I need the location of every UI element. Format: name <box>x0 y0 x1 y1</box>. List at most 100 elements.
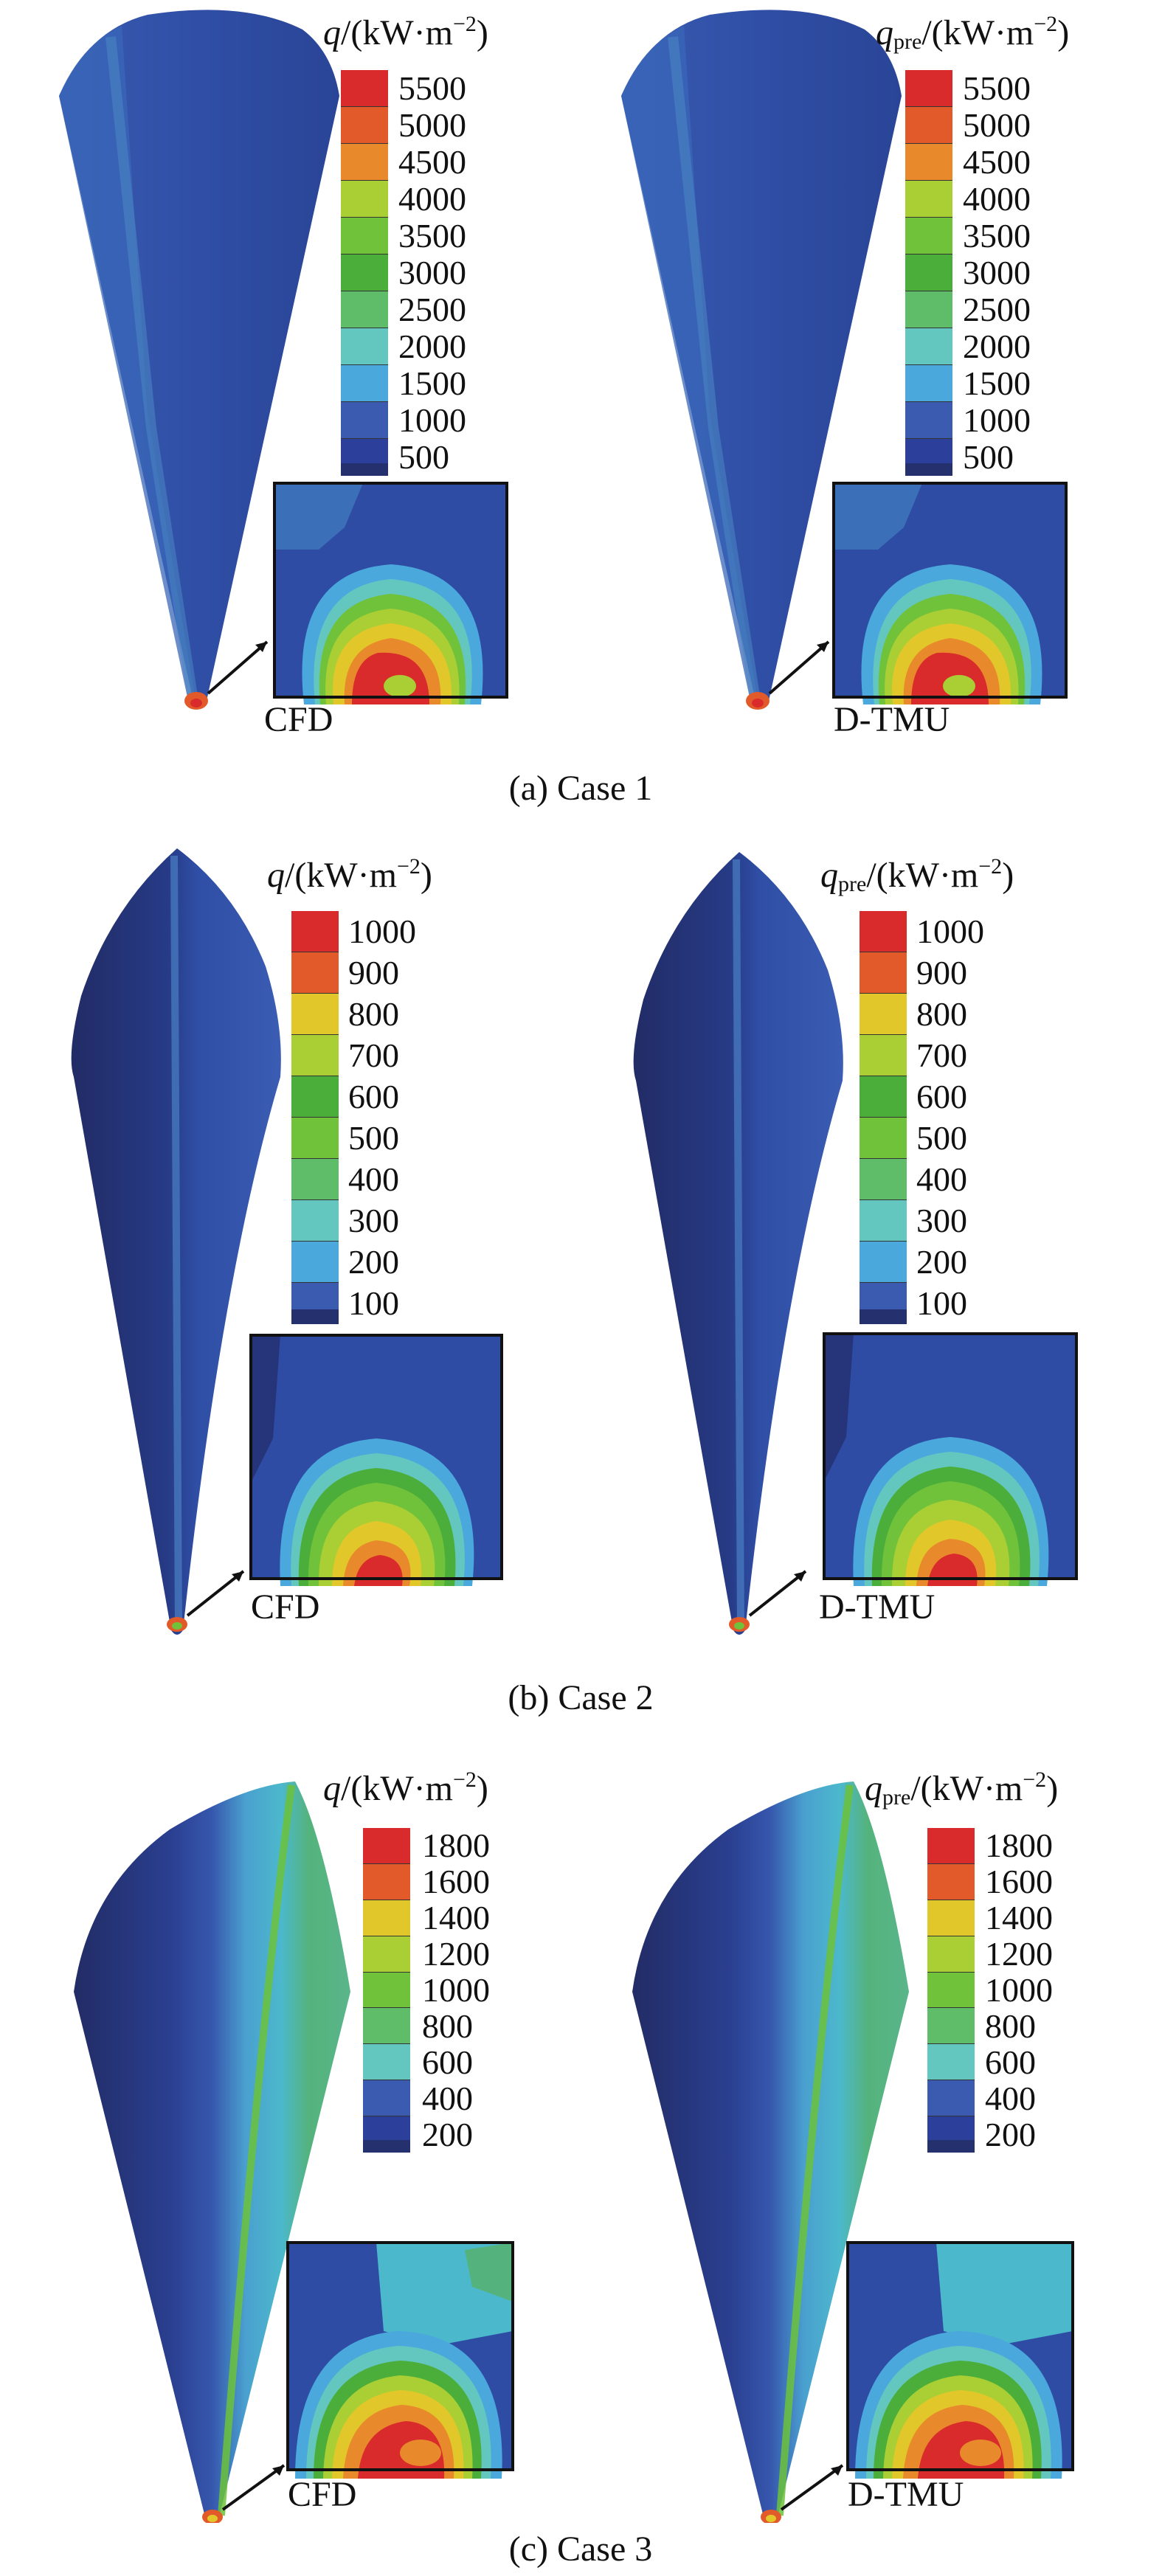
case1-cfd-colorbar <box>341 70 388 476</box>
case2-left-tick-label: 500 <box>348 1119 399 1157</box>
case1-dtmu-body <box>621 10 1068 710</box>
case3-right-colorbar-segment <box>927 2044 975 2081</box>
case3-left-colorbar-segment <box>363 1863 410 1900</box>
case3-cfd-colorbar-title: q/(kW·m−2) <box>323 1767 488 1808</box>
case2-right-tick-label: 600 <box>916 1078 967 1115</box>
case3-right-colorbar-segment <box>927 1972 975 2009</box>
case3-dtmu-colorbar-title: qpre/(kW·m−2) <box>865 1767 1059 1810</box>
case1-right-tick-label: 4500 <box>963 143 1031 181</box>
case2-right-tick-label: 200 <box>916 1243 967 1281</box>
case1-left-colorbar-segment <box>341 70 388 107</box>
case1-left-colorbar-segment <box>341 181 388 218</box>
case1-right-colorbar-segment <box>905 402 952 439</box>
case1-left-colorbar-segment <box>341 144 388 181</box>
case2-left-colorbar-segment <box>291 1035 339 1076</box>
case3-right-colorbar-segment <box>927 1863 975 1900</box>
case3-left-tick-label: 1400 <box>422 1899 490 1937</box>
case1-left-tick-label: 2000 <box>398 328 466 365</box>
case2-caption: (b) Case 2 <box>508 1678 654 1717</box>
case1-left-tick-label: 5500 <box>398 69 466 107</box>
case3-left-colorbar-segment <box>363 1972 410 2009</box>
case2-cfd-body <box>71 848 503 1635</box>
case3-left-tick-label: 200 <box>422 2115 473 2153</box>
case1-cfd-body <box>59 10 508 710</box>
case1-left-colorbar-tail <box>341 463 388 476</box>
case2-left-colorbar-segment <box>291 1200 339 1242</box>
case1-right-tick-label: 2500 <box>963 291 1031 328</box>
case3-cfd-body <box>74 1782 514 2523</box>
case1-right-colorbar-segment <box>905 365 952 402</box>
case2-right-colorbar-segment <box>860 1242 907 1283</box>
case2-right-tick-label: 300 <box>916 1202 967 1239</box>
case2-right-tick-label: 500 <box>916 1119 967 1157</box>
case1-left-tick-label: 3500 <box>398 217 466 255</box>
case2-left-colorbar-tail <box>291 1309 339 1324</box>
case3-right-colorbar-segment <box>927 1828 975 1864</box>
case2-right-tick-label: 100 <box>916 1284 967 1322</box>
case2-right-colorbar-segment <box>860 994 907 1035</box>
case3-right-colorbar-segment <box>927 1900 975 1936</box>
case3-left-colorbar-tail <box>363 2139 410 2153</box>
case2-right-colorbar-tail <box>860 1309 907 1324</box>
case1-left-tick-label: 4500 <box>398 143 466 181</box>
case2-cfd-colorbar <box>291 911 339 1324</box>
case2-left-colorbar-segment <box>291 1242 339 1283</box>
case2-left-colorbar-segment <box>291 952 339 994</box>
case3-left-colorbar-segment <box>363 2044 410 2081</box>
case3-dtmu-label: D-TMU <box>848 2475 964 2514</box>
case2-dtmu-colorbar-title: qpre/(kW·m−2) <box>820 854 1014 896</box>
case2-dtmu-panel: qpre/(kW·m−2) 1000 900 800 700 600 500 400 300 2… <box>581 834 1162 1638</box>
case3-left-tick-label: 1600 <box>422 1863 490 1901</box>
case3-right-colorbar-tail <box>927 2139 975 2153</box>
case1-right-tick-label: 5000 <box>963 106 1031 144</box>
case2-cfd-panel: q/(kW·m−2) 1000 900 800 700 600 500 400 300 200 1… <box>0 834 581 1638</box>
case2-left-colorbar-segment <box>291 911 339 952</box>
case2-dtmu-colorbar <box>860 911 907 1324</box>
case2-left-tick-label: 100 <box>348 1284 399 1322</box>
case1-caption: (a) Case 1 <box>508 769 653 808</box>
case2-left-tick-label: 900 <box>348 954 399 991</box>
case3-left-colorbar-segment <box>363 2080 410 2117</box>
case3-right-tick-label: 1800 <box>985 1827 1053 1865</box>
case2-dtmu-ticks: 1000 900 800 700 600 500 400 300 200 100 <box>916 911 1020 1324</box>
case3-left-colorbar-segment <box>363 1900 410 1936</box>
case1-dtmu-panel: qpre/(kW·m−2) 5500 5000 4500 4000 3500 3000 25… <box>581 0 1162 767</box>
case2-left-tick-label: 800 <box>348 995 399 1033</box>
case1-left-tick-label: 3000 <box>398 254 466 291</box>
case1-dtmu-colorbar-title: qpre/(kW·m−2) <box>876 12 1070 54</box>
case2-cfd-ticks: 1000 900 800 700 600 500 400 300 200 100 <box>348 911 452 1324</box>
case2-left-tick-label: 600 <box>348 1078 399 1115</box>
case1-cfd-colorbar-title: q/(kW·m−2) <box>323 12 488 52</box>
case1-left-tick-label: 4000 <box>398 180 466 218</box>
case1-cfd-ticks: 5500 5000 4500 4000 3500 3000 2500 2000 1500 1000… <box>398 70 502 476</box>
case3-left-colorbar-segment <box>363 2008 410 2045</box>
case2-left-colorbar-segment <box>291 1076 339 1118</box>
case2-left-colorbar-segment <box>291 1159 339 1200</box>
case2-right-colorbar-segment <box>860 1118 907 1159</box>
case1-left-colorbar-segment <box>341 365 388 402</box>
case3-dtmu-body <box>632 1782 1074 2523</box>
case2-cfd-label: CFD <box>251 1588 320 1627</box>
case2-left-tick-label: 400 <box>348 1160 399 1198</box>
case3-right-tick-label: 800 <box>985 2007 1036 2045</box>
case2-right-tick-label: 900 <box>916 954 967 991</box>
case1-right-colorbar-segment <box>905 328 952 365</box>
case1-left-colorbar-segment <box>341 402 388 439</box>
case3-left-tick-label: 400 <box>422 2079 473 2117</box>
case1-right-colorbar-segment <box>905 144 952 181</box>
case1-right-colorbar-segment <box>905 218 952 255</box>
case3-left-tick-label: 1800 <box>422 1827 490 1865</box>
case1-dtmu-colorbar <box>905 70 952 476</box>
case1-right-colorbar-segment <box>905 291 952 328</box>
case3-right-tick-label: 1400 <box>985 1899 1053 1937</box>
case1-right-colorbar-segment <box>905 107 952 144</box>
case2-dtmu-body <box>633 852 1078 1635</box>
case2-right-colorbar-segment <box>860 1076 907 1118</box>
case1-left-colorbar-segment <box>341 328 388 365</box>
case1-right-tick-label: 3500 <box>963 217 1031 255</box>
case3-right-colorbar-segment <box>927 1936 975 1973</box>
case1-left-colorbar-segment <box>341 291 388 328</box>
case1-right-colorbar-segment <box>905 70 952 107</box>
case3-caption: (c) Case 3 <box>508 2530 653 2569</box>
case1-right-colorbar-tail <box>905 463 952 476</box>
